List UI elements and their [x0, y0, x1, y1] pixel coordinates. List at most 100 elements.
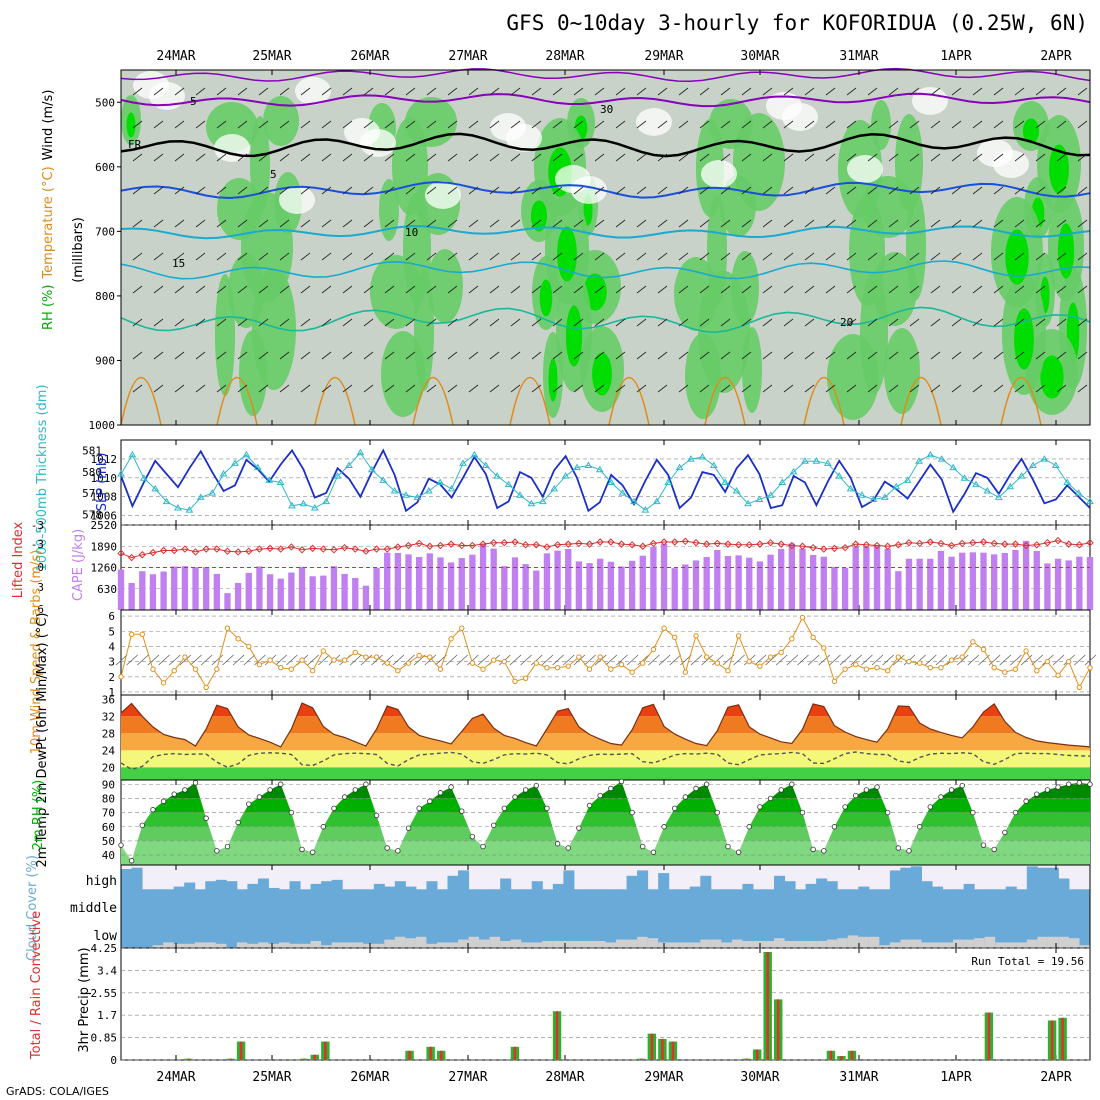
rh-band: [121, 781, 1090, 799]
cape-bar: [554, 550, 561, 610]
cloud-bar: [257, 920, 269, 948]
wind-barb: [216, 120, 227, 129]
wind-barb: [510, 186, 521, 195]
thickness-point: [459, 459, 467, 466]
cloud-bar: [963, 892, 975, 920]
rh-dry-blob: [571, 176, 607, 204]
wind-barb: [510, 318, 521, 327]
wind-speed-point: [1055, 672, 1061, 678]
wind-barb: [510, 87, 521, 96]
wind-barb: [237, 153, 248, 162]
cloud-bar: [194, 889, 206, 892]
wind-barb: [888, 219, 899, 228]
cloud-bar: [342, 920, 354, 948]
precip-tick-label: 0: [110, 1054, 117, 1067]
precip-convective-bar: [829, 1050, 833, 1060]
rh-point: [938, 794, 944, 800]
rh-point: [1087, 781, 1093, 787]
cloud-bar: [436, 892, 449, 920]
cloud-bar: [436, 942, 449, 948]
cape-bar: [437, 557, 444, 610]
wind-barb: [1056, 318, 1067, 327]
precip-convective-bar: [324, 1041, 327, 1060]
lifted-index-point: [862, 541, 871, 549]
wind-barb: [930, 219, 941, 228]
wind-barb: [468, 318, 479, 327]
thickness-point: [709, 461, 718, 468]
cape-bar: [501, 566, 508, 610]
lifted-index-point: [266, 544, 274, 553]
wind-barb: [195, 384, 206, 393]
wind-barb: [384, 252, 395, 261]
lifted-index-point: [852, 540, 860, 548]
wind-barb: [300, 186, 311, 195]
wind-barb: [846, 285, 857, 294]
contour-label: 30: [600, 103, 613, 116]
lifted-index-point: [170, 546, 178, 555]
wind-barb: [258, 219, 269, 228]
date-label-bottom: 28MAR: [545, 1070, 584, 1085]
rh-point: [203, 815, 209, 821]
cloud-bar: [289, 892, 301, 920]
wind-barb: [573, 186, 584, 195]
cloud-bar: [247, 943, 259, 948]
cloud-bar: [816, 878, 828, 892]
rh-tick-label: 70: [102, 807, 115, 820]
lifted-index-point: [426, 542, 434, 550]
thickness-point: [812, 457, 821, 464]
lifted-index-point: [1086, 539, 1094, 547]
cloud-bar: [679, 942, 691, 948]
rh-point: [256, 794, 263, 800]
wind-barb: [300, 87, 311, 96]
cape-bar: [714, 549, 721, 610]
wind-barb: [930, 153, 941, 162]
wind-barb: [300, 120, 311, 129]
wind-speed-point: [267, 657, 273, 663]
wind-barb: [153, 384, 164, 393]
cape-bar: [394, 552, 402, 610]
cloud-bar: [837, 938, 849, 948]
wind-barb: [678, 87, 689, 96]
wind-barb: [286, 654, 298, 666]
lifted-index-point: [468, 541, 477, 550]
wind-barb: [762, 252, 773, 261]
date-label-top: 27MAR: [448, 49, 487, 64]
wind-barb: [972, 120, 983, 129]
wind-barb: [489, 285, 500, 294]
isotherm-contour: [120, 92, 1091, 108]
wind-barb: [615, 219, 626, 228]
wind-barb: [594, 654, 607, 666]
wind-barb: [552, 285, 563, 294]
wind-barb: [468, 252, 479, 261]
cloud-bar: [1037, 920, 1049, 948]
cloud-bar: [415, 892, 427, 920]
wind-barb: [615, 384, 626, 393]
cloud-bar: [1026, 866, 1038, 892]
wind-barb: [699, 87, 710, 96]
wind-barb: [867, 285, 878, 294]
wind-barb: [988, 654, 1001, 666]
cape-bar: [884, 548, 891, 610]
wind-barb: [615, 186, 626, 195]
wind-barb: [447, 219, 458, 228]
wind-barb: [657, 351, 668, 360]
cloud-bar: [184, 943, 196, 948]
wind-barb: [636, 285, 647, 294]
wind-barb: [174, 285, 185, 294]
wind-barb: [413, 654, 426, 666]
wind-speed-point: [884, 668, 891, 674]
wind-speed-point: [661, 625, 667, 631]
cloud-bar: [868, 892, 880, 920]
wind-barb: [783, 153, 794, 162]
wind-barb: [1014, 87, 1025, 96]
wind-barb: [825, 120, 836, 129]
cloud-bar: [668, 889, 680, 892]
wind-barb: [1056, 384, 1067, 393]
wind-barb: [132, 120, 143, 129]
wind-barb: [573, 252, 584, 261]
wind-barb: [825, 219, 836, 228]
cloud-bar: [531, 920, 543, 948]
wind-barb: [237, 318, 248, 327]
wind-speed-point: [810, 634, 816, 641]
wind-barb: [993, 318, 1004, 327]
